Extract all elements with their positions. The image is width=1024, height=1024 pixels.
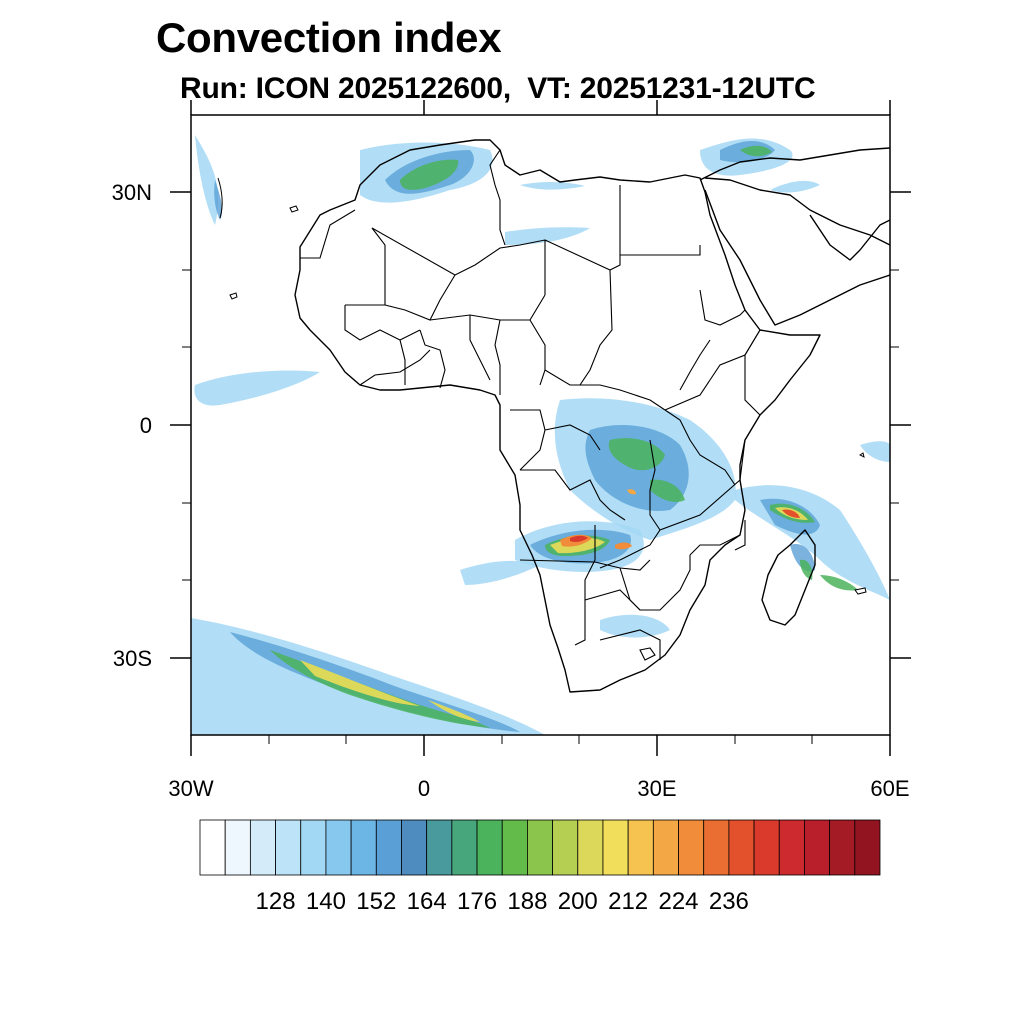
coastlines [294,139,890,693]
colorbar-swatch [577,819,604,876]
colorbar-label: 140 [305,888,346,915]
colorbar-swatch [501,819,528,876]
islands [217,177,867,595]
colorbar-swatch [300,819,327,876]
country-borders [300,149,761,661]
y-tick-label-30s: 30S [112,646,152,671]
colorbar-swatch [224,819,251,876]
colorbar-swatch [426,819,453,876]
colorbar-swatch [753,819,780,876]
colorbar-swatch [552,819,579,876]
map-background [191,115,890,735]
colorbar-swatch [602,819,629,876]
axis-minor-ticks [182,269,899,744]
colorbar-label: 128 [255,888,296,915]
colorbar-swatch [375,819,402,876]
colorbar-swatch [652,819,679,876]
colorbar-label: 152 [356,888,397,915]
colorbar-swatch [476,819,503,876]
x-tick-label-60e: 60E [870,776,910,801]
colorbar-label: 200 [557,888,598,915]
colorbar-label: 236 [708,888,749,915]
colorbar-swatch [401,819,428,876]
colorbar-label: 164 [406,888,447,915]
axis-ticks [170,100,911,756]
colorbar-swatch [728,819,755,876]
colorbar-swatch [527,819,553,876]
chart-title: Convection index [156,14,502,61]
colorbar [199,819,881,876]
colorbar-swatch [627,819,654,876]
x-tick-label-30w: 30W [168,776,214,801]
colorbar-swatch [854,819,881,876]
colorbar-swatch [451,819,478,876]
y-tick-label-0: 0 [139,413,152,438]
colorbar-label: 188 [507,888,548,915]
colorbar-label: 224 [658,888,699,915]
map-area [191,115,890,735]
colorbar-swatch [703,819,730,876]
colorbar-swatch [325,819,352,876]
shading-hot [560,489,800,550]
colorbar-swatch [778,819,805,876]
colorbar-swatch [275,819,302,876]
colorbar-swatch [199,819,226,876]
run-valid-time-subtitle: Run: ICON 2025122600, VT: 20251231-12UTC [180,72,816,105]
x-tick-label-0: 0 [417,776,431,801]
colorbar-swatch [804,819,831,876]
colorbar-label: 212 [608,888,649,915]
colorbar-swatch [350,819,377,876]
x-tick-label-30e: 30E [637,776,677,801]
colorbar-swatch [249,819,276,876]
colorbar-swatch [829,819,856,876]
y-tick-label-30n: 30N [111,180,152,205]
colorbar-label: 176 [457,888,498,915]
colorbar-swatch [678,819,705,876]
